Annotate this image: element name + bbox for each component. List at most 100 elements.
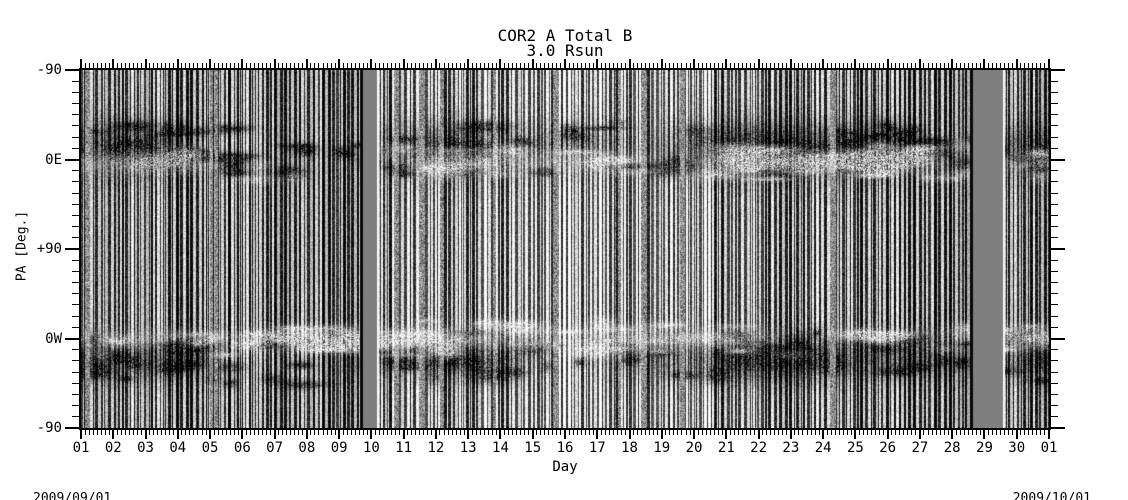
x-minor-tick-bottom xyxy=(294,430,296,435)
x-minor-tick-top xyxy=(96,63,98,68)
x-minor-tick-top xyxy=(669,63,671,68)
x-minor-tick-bottom xyxy=(701,430,703,435)
x-minor-tick-bottom xyxy=(1036,430,1038,435)
x-minor-tick-bottom xyxy=(685,430,687,435)
x-minor-tick-bottom xyxy=(84,430,86,435)
x-minor-tick-top xyxy=(132,63,134,68)
x-minor-tick-bottom xyxy=(959,430,961,435)
x-minor-tick-top xyxy=(229,63,231,68)
x-tick-label: 30 xyxy=(1008,440,1026,456)
x-minor-tick-bottom xyxy=(786,430,788,435)
y-minor-tick-right xyxy=(1051,203,1058,205)
x-minor-tick-bottom xyxy=(903,430,905,435)
x-minor-tick-bottom xyxy=(185,430,187,435)
x-minor-tick-bottom xyxy=(88,430,90,435)
x-minor-tick-bottom xyxy=(201,430,203,435)
x-minor-tick-bottom xyxy=(911,430,913,435)
x-minor-tick-bottom xyxy=(1020,430,1022,435)
start-date: 2009/09/01 xyxy=(33,491,112,500)
x-major-tick-bottom xyxy=(209,430,212,439)
x-major-tick-top xyxy=(886,59,889,68)
x-tick-label: 01 xyxy=(1040,440,1058,456)
x-minor-tick-top xyxy=(411,63,413,68)
x-major-tick-bottom xyxy=(273,430,276,439)
x-minor-tick-bottom xyxy=(677,430,679,435)
x-major-tick-top xyxy=(983,59,986,68)
x-tick-label: 23 xyxy=(782,440,800,456)
x-major-tick-top xyxy=(499,59,502,68)
x-minor-tick-bottom xyxy=(729,430,731,435)
x-minor-tick-top xyxy=(830,63,832,68)
x-major-tick-bottom xyxy=(402,430,405,439)
x-tick-label: 08 xyxy=(298,440,316,456)
x-minor-tick-top xyxy=(322,63,324,68)
x-minor-tick-top xyxy=(358,63,360,68)
x-minor-tick-top xyxy=(911,63,913,68)
x-minor-tick-top xyxy=(701,63,703,68)
x-minor-tick-top xyxy=(512,63,514,68)
y-minor-tick-right xyxy=(1051,136,1058,138)
x-minor-tick-bottom xyxy=(754,430,756,435)
x-minor-tick-bottom xyxy=(689,430,691,435)
x-minor-tick-bottom xyxy=(540,430,542,435)
x-minor-tick-top xyxy=(471,63,473,68)
x-minor-tick-bottom xyxy=(104,430,106,435)
x-minor-tick-top xyxy=(814,63,816,68)
x-minor-tick-bottom xyxy=(778,430,780,435)
x-minor-tick-bottom xyxy=(443,430,445,435)
x-minor-tick-top xyxy=(249,63,251,68)
y-minor-tick-left xyxy=(72,80,79,82)
x-minor-tick-top xyxy=(374,63,376,68)
x-minor-tick-bottom xyxy=(116,430,118,435)
x-minor-tick-top xyxy=(233,63,235,68)
y-minor-tick-right xyxy=(1051,181,1058,183)
x-minor-tick-bottom xyxy=(245,430,247,435)
x-minor-tick-bottom xyxy=(782,430,784,435)
x-major-tick-top xyxy=(402,59,405,68)
x-major-tick-top xyxy=(628,59,631,68)
y-minor-tick-left xyxy=(72,203,79,205)
x-minor-tick-top xyxy=(439,63,441,68)
x-major-tick-top xyxy=(531,59,534,68)
x-tick-label: 10 xyxy=(362,440,380,456)
x-minor-tick-bottom xyxy=(641,430,643,435)
x-minor-tick-bottom xyxy=(850,430,852,435)
x-minor-tick-top xyxy=(971,63,973,68)
x-minor-tick-bottom xyxy=(427,430,429,435)
x-minor-tick-bottom xyxy=(229,430,231,435)
x-minor-tick-top xyxy=(616,63,618,68)
x-minor-tick-bottom xyxy=(774,430,776,435)
x-minor-tick-top xyxy=(774,63,776,68)
y-minor-tick-left xyxy=(72,405,79,407)
x-minor-tick-bottom xyxy=(548,430,550,435)
x-minor-tick-top xyxy=(318,63,320,68)
x-minor-tick-top xyxy=(149,63,151,68)
x-minor-tick-top xyxy=(124,63,126,68)
x-minor-tick-bottom xyxy=(552,430,554,435)
x-major-tick-bottom xyxy=(80,430,82,439)
x-minor-tick-bottom xyxy=(314,430,316,435)
x-minor-tick-bottom xyxy=(399,430,401,435)
x-minor-tick-bottom xyxy=(504,430,505,435)
x-minor-tick-top xyxy=(927,63,929,68)
x-minor-tick-top xyxy=(520,63,522,68)
end-datetime-label: 2009/10/01 00:00:00 xyxy=(1013,466,1091,500)
x-major-tick-top xyxy=(209,59,212,68)
x-minor-tick-bottom xyxy=(411,430,413,435)
x-minor-tick-bottom xyxy=(141,430,142,435)
x-minor-tick-bottom xyxy=(741,430,743,435)
x-minor-tick-top xyxy=(423,63,425,68)
x-minor-tick-bottom xyxy=(979,430,981,435)
x-minor-tick-bottom xyxy=(197,430,199,435)
x-minor-tick-bottom xyxy=(536,430,538,435)
x-minor-tick-bottom xyxy=(165,430,167,435)
x-major-tick-top xyxy=(241,59,244,68)
x-minor-tick-bottom xyxy=(935,430,937,435)
x-minor-tick-top xyxy=(584,63,586,68)
x-minor-tick-top xyxy=(314,63,316,68)
x-minor-tick-bottom xyxy=(383,430,384,435)
x-minor-tick-top xyxy=(391,63,393,68)
x-minor-tick-bottom xyxy=(330,430,332,435)
x-major-tick-top xyxy=(273,59,276,68)
y-minor-tick-right xyxy=(1051,170,1058,172)
